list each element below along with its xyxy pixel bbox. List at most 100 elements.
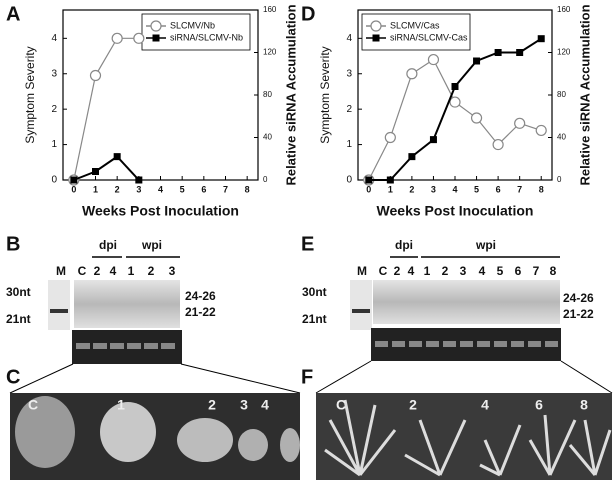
y-tick-label: 3 [51,68,57,79]
x-axis-label: Weeks Post Inoculation [82,203,239,219]
photo-label: 3 [240,397,248,413]
y-tick-label: 0 [346,175,352,186]
photo-label: 1 [117,397,125,413]
point [427,53,440,66]
y-tick-label: 1 [346,139,352,150]
point [473,57,481,65]
photo-label: 6 [535,397,543,413]
x-tick-label: 1 [388,184,393,194]
photo-label: 2 [208,397,216,413]
lane-label: 3 [169,264,176,278]
y-tick-label: 4 [346,33,352,44]
x-tick-label: 4 [452,184,457,194]
legend-marker [370,20,382,32]
lane-label: 4 [479,264,486,278]
legend-marker [372,34,380,42]
point [365,176,373,184]
y-tick-label: 1 [51,139,57,150]
point [514,117,526,129]
x-tick-label: 5 [474,184,479,194]
point [133,32,145,44]
lane-label: 7 [533,264,540,278]
x-axis-label: Weeks Post Inoculation [377,203,534,219]
leaf [238,429,268,461]
size-label: 24-26 [185,289,216,303]
panel-label: B [6,233,20,255]
lane-label: C [379,264,388,278]
point [449,96,461,108]
rrna-band [460,341,473,347]
rrna-band [409,341,422,347]
zoom-line [180,363,301,394]
point [111,32,123,44]
point [89,69,102,82]
point [384,131,396,144]
point [408,153,416,161]
x-tick-label: 7 [517,184,522,194]
gel-image [373,280,560,324]
point [406,68,418,80]
zoom-line [315,360,372,394]
lane-label: 8 [550,264,557,278]
series-line [73,155,140,181]
y2-tick-label: 160 [263,5,277,14]
rrna-band [426,341,439,347]
legend-label: siRNA/SLCMV-Cas [390,32,468,42]
y2-tick-label: 80 [263,90,272,99]
photo-f: F [301,366,612,480]
legend-label: SLCMV/Cas [390,20,440,30]
photo-label: 8 [580,397,588,413]
series-line [368,37,542,181]
x-tick-label: 0 [71,184,76,194]
y2-tick-label: 0 [557,175,562,184]
leaf [15,396,75,468]
x-tick-label: 2 [115,184,120,194]
lane-label: C [78,264,87,278]
photo-label: 4 [261,397,269,413]
y-tick-label: 4 [51,33,57,44]
leaf [177,418,233,462]
rrna-band [494,341,507,347]
point [429,136,437,144]
lane-label: 3 [460,264,467,278]
lane-label: 2 [94,264,101,278]
point [135,176,143,184]
y-axis-label: Symptom Severity [23,46,37,143]
point [492,138,504,151]
y2-tick-label: 120 [263,48,277,57]
rrna-band [477,341,490,347]
leaves [324,399,612,477]
size-label: 21-22 [185,305,216,319]
point [113,153,121,161]
panel-label: D [301,3,315,25]
leaf [100,402,156,462]
rrna-band [511,341,524,347]
point [470,112,483,124]
y2-axis-label: Relative siRNA Accumulation [577,4,592,185]
photo-label: 4 [481,397,489,413]
y2-tick-label: 160 [557,5,571,14]
y2-axis-label: Relative siRNA Accumulation [283,4,298,185]
photo [316,393,612,480]
size-label: 24-26 [563,291,594,305]
point [92,168,99,175]
lane-label: 1 [424,264,431,278]
x-tick-label: 4 [158,184,163,194]
lane-label: 4 [110,264,117,278]
marker-band [50,309,68,313]
y2-tick-label: 40 [557,133,566,142]
marker-lane [350,280,372,330]
panel-label: F [301,366,313,388]
lane-label: 2 [442,264,449,278]
size-label: 21-22 [563,307,594,321]
legend-label: siRNA/SLCMV-Nb [170,32,243,42]
lane-label: 2 [394,264,401,278]
lane-label: 5 [497,264,504,278]
point [386,176,394,184]
legend-box [361,13,471,51]
y-axis-label: Symptom Severity [318,46,332,143]
x-tick-label: 6 [496,184,501,194]
lane-label: 6 [515,264,522,278]
x-tick-label: 8 [245,184,250,194]
